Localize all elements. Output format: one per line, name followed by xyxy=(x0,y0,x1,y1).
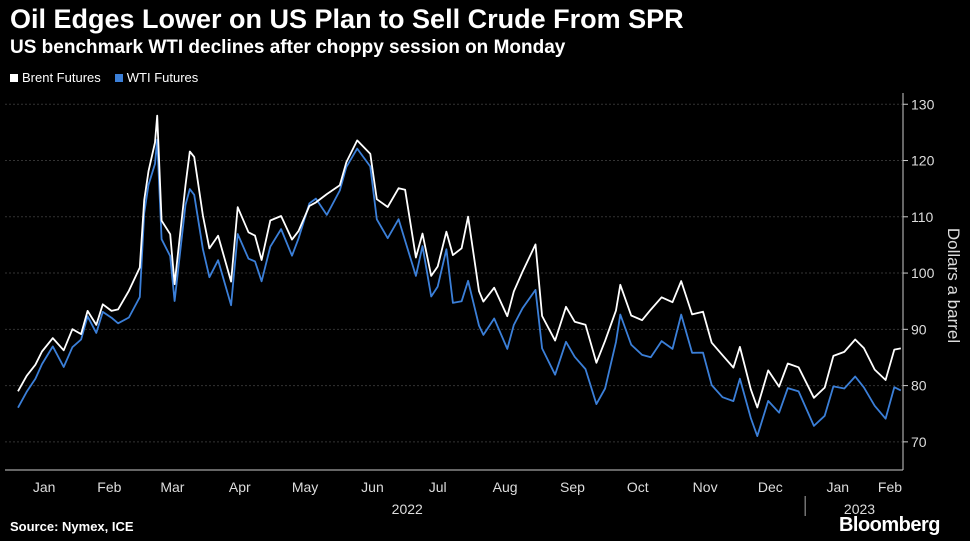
chart-subtitle: US benchmark WTI declines after choppy s… xyxy=(10,37,566,58)
y-tick-label: 90 xyxy=(911,321,927,337)
source-note: Source: Nymex, ICE xyxy=(10,519,134,534)
y-tick-label: 80 xyxy=(911,378,927,394)
y-tick-label: 120 xyxy=(911,153,935,169)
x-tick-label: Jul xyxy=(429,479,447,495)
legend-item-wti: WTI Futures xyxy=(114,70,199,85)
x-tick-label: Feb xyxy=(97,479,121,495)
x-tick-label: Sep xyxy=(560,479,585,495)
x-tick-label: Dec xyxy=(758,479,783,495)
x-tick-label: Oct xyxy=(627,479,649,495)
chart-legend: Brent Futures WTI Futures xyxy=(10,70,198,85)
x-year-label: 2022 xyxy=(392,501,423,517)
legend-swatch-wti xyxy=(114,73,123,82)
x-tick-label: Apr xyxy=(229,479,251,495)
y-tick-label: 130 xyxy=(911,96,935,112)
bloomberg-logo: Bloomberg xyxy=(838,514,941,536)
series-line-wti xyxy=(17,138,902,437)
series-line-brent xyxy=(17,114,901,409)
x-tick-label: Jan xyxy=(33,479,56,495)
x-tick-label: Feb xyxy=(878,479,902,495)
x-tick-label: Aug xyxy=(493,479,518,495)
y-axis-title: Dollars a barrel xyxy=(944,228,963,343)
legend-label-wti: WTI Futures xyxy=(126,70,199,85)
legend-item-brent: Brent Futures xyxy=(10,70,101,85)
x-tick-label: Mar xyxy=(160,479,184,495)
y-tick-label: 110 xyxy=(911,209,934,225)
y-tick-label: 100 xyxy=(911,265,935,281)
x-tick-label: Jan xyxy=(826,479,849,495)
chart-title: Oil Edges Lower on US Plan to Sell Crude… xyxy=(10,4,684,34)
x-tick-label: May xyxy=(292,479,318,495)
legend-label-brent: Brent Futures xyxy=(22,70,101,85)
y-tick-label: 70 xyxy=(911,434,927,450)
x-year-label: 2023 xyxy=(844,501,875,517)
x-tick-label: Nov xyxy=(693,479,718,495)
x-tick-label: Jun xyxy=(361,479,384,495)
legend-swatch-brent xyxy=(10,73,18,82)
